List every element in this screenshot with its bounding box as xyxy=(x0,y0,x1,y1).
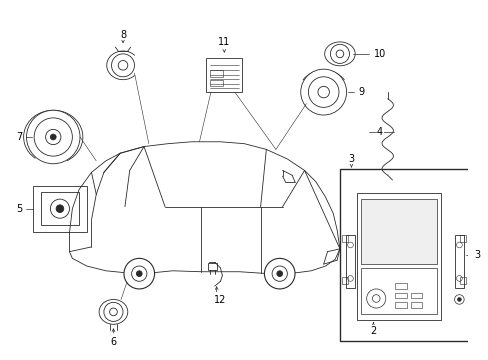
Bar xyxy=(356,193,440,320)
Text: 3: 3 xyxy=(347,154,354,164)
Circle shape xyxy=(131,266,146,281)
Circle shape xyxy=(56,205,63,212)
Bar xyxy=(345,235,354,288)
Circle shape xyxy=(136,271,142,276)
Bar xyxy=(410,302,421,308)
Text: 8: 8 xyxy=(120,30,126,40)
Text: 2: 2 xyxy=(369,326,376,336)
Bar xyxy=(206,58,242,92)
Bar xyxy=(209,80,223,86)
Bar xyxy=(454,235,463,288)
Text: 11: 11 xyxy=(218,37,230,48)
Circle shape xyxy=(457,297,460,301)
Bar xyxy=(395,283,406,289)
Text: 4: 4 xyxy=(376,127,383,137)
Bar xyxy=(459,235,465,242)
Bar xyxy=(41,193,79,225)
Circle shape xyxy=(264,258,294,289)
Bar xyxy=(209,70,223,77)
Text: 7: 7 xyxy=(17,132,23,142)
Text: 9: 9 xyxy=(358,87,364,97)
Bar xyxy=(360,199,436,264)
Circle shape xyxy=(366,289,385,308)
Bar xyxy=(339,168,471,341)
Text: 3: 3 xyxy=(473,249,480,260)
Circle shape xyxy=(26,110,80,164)
Bar xyxy=(395,302,406,308)
Bar xyxy=(410,293,421,298)
Circle shape xyxy=(271,266,287,281)
Bar xyxy=(360,268,436,314)
Bar xyxy=(341,278,347,284)
Bar xyxy=(341,235,347,242)
Bar xyxy=(207,263,216,270)
Text: 1: 1 xyxy=(487,249,488,260)
Bar xyxy=(459,278,465,284)
Bar xyxy=(395,293,406,298)
Circle shape xyxy=(50,134,56,140)
Circle shape xyxy=(124,258,154,289)
Text: 10: 10 xyxy=(373,49,386,59)
Circle shape xyxy=(300,69,346,115)
Text: 5: 5 xyxy=(17,204,23,214)
Bar xyxy=(33,186,86,231)
Circle shape xyxy=(276,271,282,276)
Text: 12: 12 xyxy=(214,296,226,305)
Text: 6: 6 xyxy=(110,337,116,347)
